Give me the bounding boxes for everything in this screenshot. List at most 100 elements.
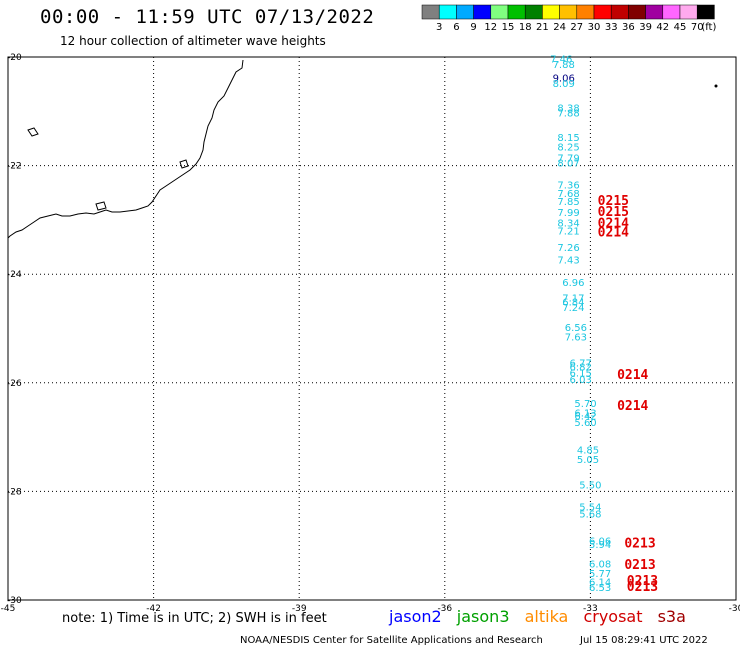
wave-height-label: 6.53 (589, 583, 611, 594)
pass-time-label: 0214 (598, 217, 629, 232)
wave-height-label: 7.88 (553, 60, 575, 71)
latitude-label: -30 (7, 596, 22, 606)
wave-height-label: 5.94 (589, 540, 611, 551)
color-scale-label: 6 (453, 22, 459, 33)
wave-height-label: 5.54 (579, 502, 601, 513)
wave-height-label: 7.17 (562, 293, 584, 304)
coastline-path (7, 59, 244, 239)
satellite-jason2: jason2 (389, 607, 442, 626)
longitude-label: -42 (146, 604, 161, 614)
wave-height-label: 7.26 (557, 243, 579, 254)
color-scale-label: 70 (691, 22, 704, 33)
latitude-label: -28 (7, 487, 22, 497)
color-scale-label: 39 (639, 22, 652, 33)
coastline (7, 59, 718, 239)
map-title: 00:00 - 11:59 UTC 07/13/2022 (40, 6, 375, 28)
wave-height-label: 5.05 (577, 455, 599, 466)
pass-time-label: 0214 (598, 226, 629, 241)
wave-height-label: 8.34 (557, 218, 579, 229)
wave-height-label: 4.85 (577, 445, 599, 456)
latitude-label: -22 (7, 162, 22, 172)
color-scale-label: 9 (470, 22, 476, 33)
wave-height-label: 6.56 (565, 323, 587, 334)
wave-height-label: 7.36 (557, 180, 579, 191)
wave-height-label: 7.43 (557, 255, 579, 266)
map-frame (7, 56, 737, 601)
island-dot (714, 84, 718, 88)
wave-height-label: 6.82 (570, 362, 592, 373)
color-scale-label: 3 (436, 22, 442, 33)
longitude-label: -30 (729, 604, 740, 614)
island-outline (27, 127, 39, 137)
wave-height-label: 7.88 (557, 109, 579, 120)
wave-height-label: 6.06 (589, 537, 611, 548)
wave-height-label: 7.21 (557, 227, 579, 238)
longitude-label: -39 (292, 604, 307, 614)
color-scale-label: 27 (570, 22, 583, 33)
wave-height-label: 8.07 (557, 159, 579, 170)
graticule-grid (8, 57, 736, 600)
wave-height-label: 7.63 (565, 332, 587, 343)
color-scale-label: 30 (588, 22, 601, 33)
satellite-altika: altika (524, 607, 569, 626)
color-scale-unit: (ft) (701, 22, 716, 33)
color-scale-label: 18 (519, 22, 532, 33)
wave-height-label: 7.85 (557, 197, 579, 208)
satellite-legend: jason2 jason3 altika cryosat s3a (389, 607, 696, 626)
pass-time-label: 0215 (598, 205, 629, 220)
wave-height-label: 6.15 (570, 368, 592, 379)
island-outline (95, 201, 107, 211)
color-scale-label: 33 (605, 22, 618, 33)
pass-time-label: 0214 (617, 368, 648, 383)
wave-height-label: 6.08 (589, 559, 611, 570)
wave-height-label: 9.06 (553, 73, 575, 84)
pass-time-label: 0213 (627, 580, 658, 595)
longitude-label: -45 (1, 604, 16, 614)
wave-height-label: 6.84 (562, 298, 584, 309)
longitude-label: -36 (437, 604, 452, 614)
wave-height-label: 6.03 (570, 375, 592, 386)
color-scale-label: 42 (656, 22, 669, 33)
wave-height-label: 5.70 (574, 399, 596, 410)
wave-height-label: 5.50 (579, 481, 601, 492)
wave-height-label: 6.96 (562, 278, 584, 289)
wave-height-label: 5.77 (589, 569, 611, 580)
color-scale-label: 21 (536, 22, 549, 33)
wave-height-label: 5.60 (574, 418, 596, 429)
wave-height-label: 8.09 (553, 79, 575, 90)
pass-time-label: 0215 (598, 194, 629, 209)
pass-time-label: 0213 (624, 536, 655, 551)
color-scale-label: 36 (622, 22, 635, 33)
credit-line: NOAA/NESDIS Center for Satellite Applica… (240, 635, 543, 646)
pass-time-label: 0213 (624, 558, 655, 573)
color-swatch (696, 4, 715, 20)
wave-height-label: 7.79 (557, 153, 579, 164)
wave-height-label: 8.38 (557, 103, 579, 114)
island-outline (179, 159, 189, 169)
footer-note: note: 1) Time is in UTC; 2) SWH is in fe… (62, 611, 327, 626)
satellite-jason3: jason3 (456, 607, 510, 626)
color-scale-label: 45 (674, 22, 687, 33)
wave-height-label: 7.68 (557, 189, 579, 200)
map-subtitle: 12 hour collection of altimeter wave hei… (60, 34, 326, 48)
color-scale-label: 24 (553, 22, 566, 33)
pass-time-label: 0213 (627, 574, 658, 589)
latitude-label: -20 (7, 53, 22, 63)
wave-height-label: 8.25 (557, 142, 579, 153)
wave-height-label: 8.15 (557, 133, 579, 144)
color-scale-label: 12 (484, 22, 497, 33)
longitude-label: -33 (583, 604, 598, 614)
color-scale-label: 15 (502, 22, 515, 33)
pass-time-label: 0214 (617, 399, 648, 414)
wave-height-label: 5.68 (579, 509, 601, 520)
wave-height-label: 7.24 (562, 303, 584, 314)
wave-height-values: 7.467.889.068.098.387.888.158.257.798.07… (550, 54, 611, 593)
satellite-s3a: s3a (657, 607, 686, 626)
generation-timestamp: Jul 15 08:29:41 UTC 2022 (580, 635, 708, 646)
color-scale-legend: 3 6 9 12 15 18 21 24 27 30 33 36 39 42 45 70(ft) (421, 4, 716, 33)
wave-height-label: 7.46 (550, 54, 572, 65)
wave-height-label: 6.14 (589, 577, 611, 588)
latitude-label: -24 (7, 270, 22, 280)
